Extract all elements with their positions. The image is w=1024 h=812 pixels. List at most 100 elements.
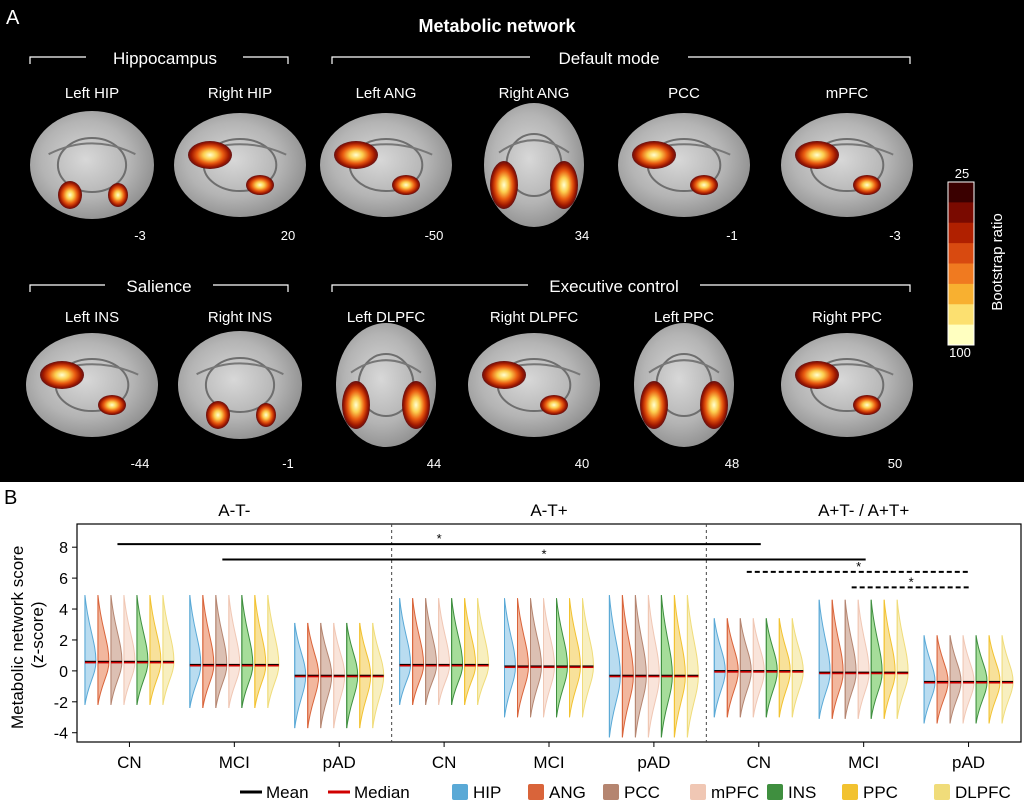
x-tick-label: pAD [637,753,670,772]
colorbar-segment [948,263,974,285]
legend-mean-label: Mean [266,783,309,802]
y-axis-label: Metabolic network score (z-score) [8,541,47,729]
activation-blob [206,401,230,429]
violin-ins [451,598,464,705]
violin-plot-area: A-T- A-T+ A+T- / A+T+ -4 -2 0 2 4 6 8 CN MCI pAD CN MC… [54,501,1022,772]
violin-group [713,618,804,718]
slice-label: Left ANG [356,85,417,102]
legend-swatch-pcc [603,784,619,800]
brain-outline [781,333,913,437]
legend-median-label: Median [354,783,410,802]
violin-ang [621,595,634,738]
slice-coordinate: -44 [131,456,150,471]
violin-hip [399,598,412,705]
header-default-mode: Default mode [558,49,659,68]
violin-ang [412,598,425,705]
colorbar-min-label: 100 [949,345,971,360]
violin-mpfc [962,635,975,724]
brain-outline [30,111,154,219]
legend-label-dlpfc: DLPFC [955,783,1011,802]
violin-pcc [425,598,438,705]
activation-blob [853,175,881,195]
violin-ang [831,599,844,719]
slice-coordinate: -50 [425,228,444,243]
brain-slice-image [178,331,302,439]
violin-dlpfc [686,595,699,738]
violin-chart: B Metabolic network score (z-score) A-T-… [4,487,1022,802]
brain-outline [178,331,302,439]
y-tick-label: 0 [59,664,68,681]
violin-ang [202,595,215,709]
activation-blob [490,161,518,209]
violin-hip [923,635,936,724]
panel-b-letter: B [4,487,17,509]
legend-label-hip: HIP [473,783,501,802]
header-salience: Salience [126,277,191,296]
slice-label: Left HIP [65,85,119,102]
activation-blob [342,381,370,429]
brain-outline [618,113,750,217]
activation-blob [256,403,276,427]
colorbar-segment [948,283,974,305]
violin-mpfc [857,599,870,719]
activation-blob [632,141,676,169]
legend-label-mpfc: mPFC [711,783,759,802]
violin-pcc [215,595,228,709]
legend-swatch-dlpfc [934,784,950,800]
activation-blob [402,381,430,429]
slice-label: PCC [668,85,700,102]
violin-hip [189,595,202,709]
slice-label: Left PPC [654,309,714,326]
x-tick-label: CN [432,753,457,772]
brain-outline [320,113,452,217]
violin-ppc [883,599,896,719]
activation-blob [108,183,128,207]
activation-blob [550,161,578,209]
significance-star: * [856,559,861,574]
violin-pcc [530,598,543,718]
legend-swatch-mpfc [690,784,706,800]
colorbar-segment [948,202,974,224]
brain-slice-image [618,113,750,217]
facet-title: A-T- [218,501,250,520]
brain-slice-image [781,333,913,437]
activation-blob [853,395,881,415]
brain-outline [468,333,600,437]
legend-swatch-hip [452,784,468,800]
violin-ppc [464,598,477,705]
violin-mpfc [228,595,241,709]
violin-ins [765,618,778,718]
violin-group [608,595,699,738]
brain-slice-image [30,111,154,219]
y-tick-label: -2 [54,695,68,712]
y-tick-label: 2 [59,633,68,650]
brain-slice-image [468,333,600,437]
activation-blob [795,141,839,169]
violin-ppc [254,595,267,709]
x-tick-label: pAD [323,753,356,772]
slice-label: mPFC [826,85,869,102]
violin-pcc [739,618,752,718]
slice-label: Left INS [65,309,119,326]
violin-pcc [634,595,647,738]
violin-ang [936,635,949,724]
violin-ins [660,595,673,738]
slice-coordinate: -1 [282,456,294,471]
slice-coordinate: 50 [888,456,902,471]
slice-coordinate: 48 [725,456,739,471]
legend-swatch-ang [528,784,544,800]
activation-blob [246,175,274,195]
violin-ins [556,598,569,718]
x-tick-label: CN [117,753,142,772]
slice-coordinate: -3 [134,228,146,243]
violin-dlpfc [896,599,909,719]
violin-panel: B Metabolic network score (z-score) A-T-… [0,482,1024,807]
violin-ins [241,595,254,709]
legend-label-ppc: PPC [863,783,898,802]
facet-title: A+T- / A+T+ [818,501,909,520]
activation-blob [640,381,668,429]
colorbar-frame [947,181,975,346]
activation-blob [482,361,526,389]
slice-coordinate: -1 [726,228,738,243]
y-tick-label: 6 [59,571,68,588]
